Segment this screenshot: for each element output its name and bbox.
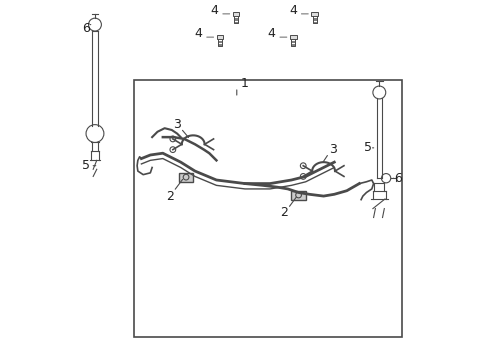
Text: 3: 3	[173, 118, 181, 131]
Text: 4: 4	[194, 27, 202, 40]
Text: 4: 4	[210, 4, 218, 17]
Text: 2: 2	[280, 206, 288, 219]
Text: 4: 4	[289, 4, 297, 17]
Text: 1: 1	[241, 77, 248, 90]
Text: 5: 5	[82, 159, 90, 172]
Text: 6: 6	[82, 22, 90, 35]
Bar	[179, 173, 193, 182]
Bar	[290, 35, 296, 39]
Text: 4: 4	[268, 27, 275, 40]
Text: 3: 3	[329, 143, 337, 156]
Bar	[311, 12, 318, 15]
Text: 5: 5	[364, 141, 372, 154]
Text: 6: 6	[394, 172, 402, 185]
Bar	[134, 80, 402, 337]
Bar	[217, 35, 223, 39]
Bar	[292, 191, 306, 200]
Bar	[233, 12, 240, 15]
Text: 2: 2	[166, 190, 174, 203]
